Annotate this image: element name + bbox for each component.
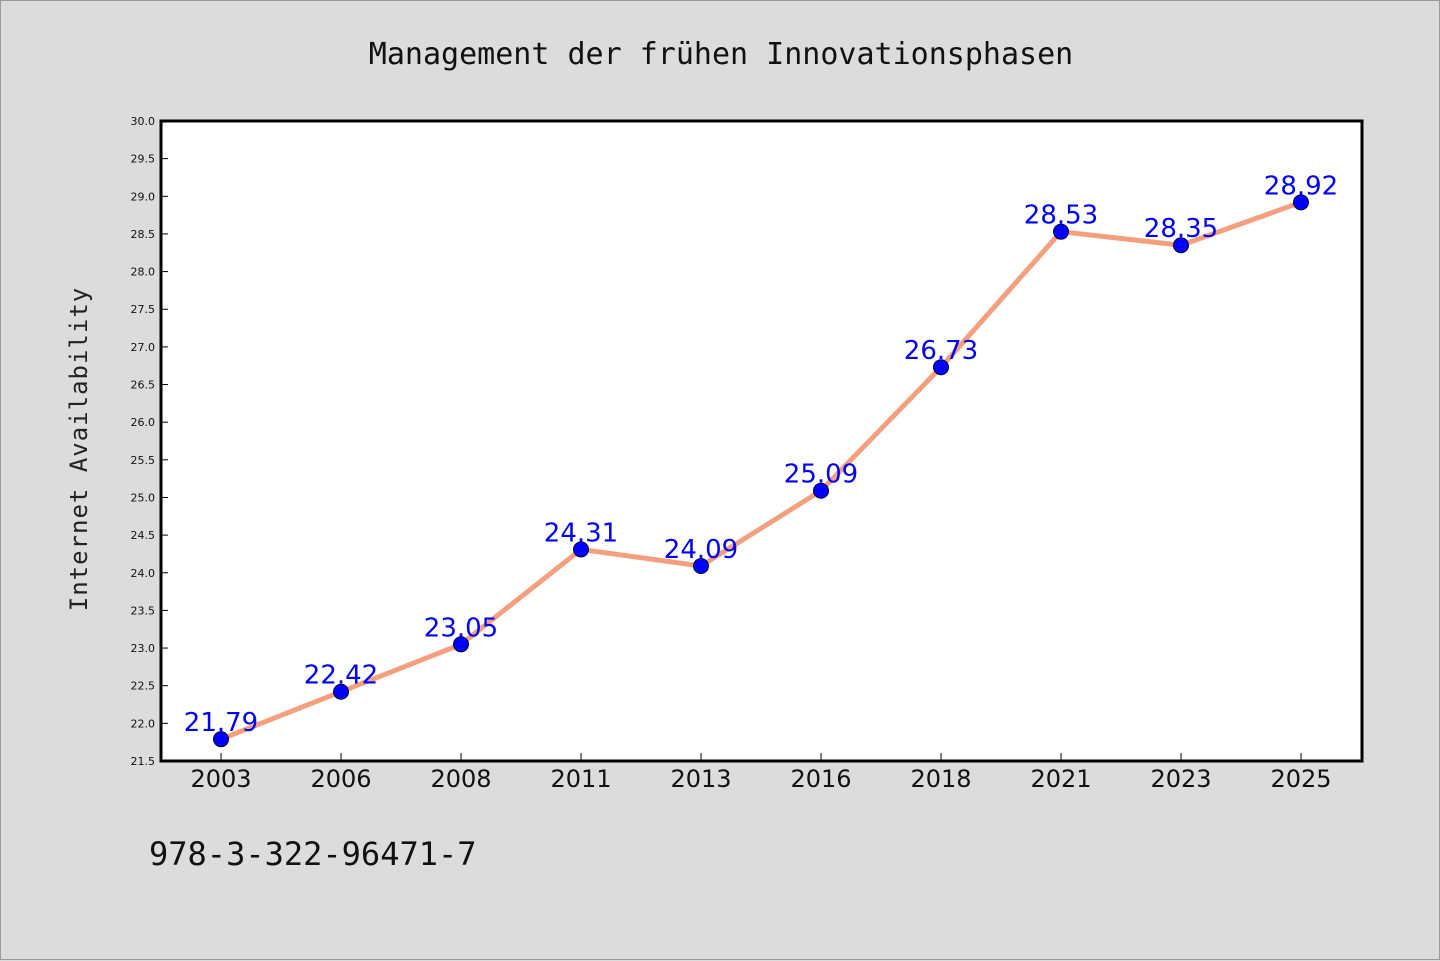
data-point-marker	[333, 683, 349, 700]
x-tick-label: 2003	[190, 765, 251, 793]
y-tick-label: 25.5	[131, 454, 156, 467]
y-tick-label: 25.0	[131, 491, 156, 504]
y-tick-label: 23.5	[131, 604, 156, 617]
data-label: 23.05	[424, 613, 498, 643]
data-label: 28.92	[1264, 171, 1338, 201]
data-point-marker	[573, 541, 589, 558]
y-tick-label: 22.0	[131, 717, 156, 730]
y-tick-label: 30.0	[131, 115, 156, 128]
y-tick-label: 21.5	[131, 755, 156, 768]
footnote-isbn: 978-3-322-96471-7	[149, 835, 477, 873]
data-point-marker	[1293, 194, 1309, 211]
x-axis-ticks: 2003 2006 2008 2011 2013 2016 2018 2021 2023 2025	[190, 753, 1332, 793]
y-tick-label: 28.0	[131, 266, 156, 279]
y-axis-label: Internet Availability	[65, 287, 93, 611]
x-tick-label: 2013	[670, 765, 731, 793]
x-tick-label: 2018	[910, 765, 971, 793]
y-tick-label: 26.0	[131, 416, 156, 429]
data-label: 25.09	[784, 460, 858, 490]
y-tick-label: 29.0	[131, 190, 156, 203]
x-tick-label: 2023	[1150, 765, 1211, 793]
data-label: 24.09	[664, 535, 738, 565]
x-tick-label: 2011	[550, 765, 611, 793]
y-tick-label: 23.0	[131, 642, 156, 655]
data-point-marker	[1173, 237, 1189, 254]
x-tick-label: 2025	[1270, 765, 1331, 793]
x-tick-label: 2008	[430, 765, 491, 793]
data-point-marker	[1053, 223, 1069, 240]
data-label: 22.42	[304, 661, 378, 691]
data-label: 24.31	[544, 518, 618, 548]
y-tick-label: 24.0	[131, 567, 156, 580]
data-point-marker	[453, 636, 469, 653]
data-label: 26.73	[904, 336, 978, 366]
plot-area	[159, 119, 1364, 763]
y-tick-label: 29.5	[131, 153, 156, 166]
y-axis-ticks: 21.5 22.0 22.5 23.0 23.5 24.0 24.5 25.0 25.5 26.0…	[131, 115, 168, 768]
chart-title: Management der frühen Innovationsphasen	[369, 37, 1073, 72]
series-line	[218, 199, 1304, 742]
data-label: 21.79	[184, 708, 258, 738]
y-tick-label: 24.5	[131, 529, 156, 542]
x-tick-label: 2006	[310, 765, 371, 793]
y-tick-label: 28.5	[131, 228, 156, 241]
data-label: 28.35	[1144, 214, 1218, 244]
x-tick-label: 2016	[790, 765, 851, 793]
series-group	[213, 194, 1309, 748]
data-point-marker	[693, 557, 709, 574]
y-tick-label: 22.5	[131, 680, 156, 693]
data-label: 28.53	[1024, 201, 1098, 231]
y-tick-label: 27.5	[131, 303, 156, 316]
data-point-marker	[813, 482, 829, 499]
data-point-marker	[933, 359, 949, 376]
data-point-marker	[213, 731, 229, 748]
x-tick-label: 2021	[1030, 765, 1091, 793]
y-tick-label: 27.0	[131, 341, 156, 354]
data-labels: 21.79 22.42 23.05 24.31 24.09 25.09 26.73 28.53…	[184, 171, 1338, 738]
y-tick-label: 26.5	[131, 379, 156, 392]
